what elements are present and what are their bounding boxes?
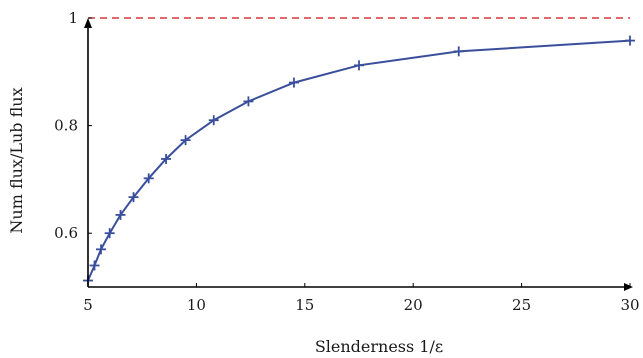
x-tick-label-5: 5	[83, 296, 93, 314]
data-point-1	[89, 260, 100, 271]
series-layer	[83, 35, 635, 286]
y-tick-label-0.8: 0.8	[54, 117, 78, 135]
data-point-10	[243, 96, 254, 107]
x-tick-label-15: 15	[295, 296, 314, 314]
data-point-8	[180, 135, 191, 146]
data-point-5	[128, 192, 139, 203]
data-point-11	[288, 77, 299, 88]
y-tick-label-0.6: 0.6	[54, 224, 78, 242]
data-point-9	[208, 115, 219, 126]
data-point-13	[453, 46, 464, 57]
x-tick-label-20: 20	[404, 296, 423, 314]
axes-layer	[84, 18, 633, 291]
y-axis-arrow	[84, 18, 92, 28]
data-point-7	[161, 153, 172, 164]
data-point-3	[104, 228, 115, 239]
data-point-14	[625, 35, 635, 46]
ticks-layer: 5 10 15 20 25 30 0.6 0.8 1	[54, 9, 639, 314]
data-point-12	[354, 60, 364, 71]
series-line-0	[87, 39, 631, 281]
x-axis-title: Slenderness 1/ε	[315, 337, 443, 356]
data-point-2	[96, 244, 107, 255]
data-point-6	[143, 173, 154, 184]
y-tick-label-1: 1	[68, 9, 78, 27]
x-tick-label-25: 25	[512, 296, 531, 314]
data-point-4	[115, 209, 126, 220]
x-axis-arrow	[624, 283, 633, 291]
y-axis-title: Num flux/Lub flux	[7, 87, 26, 233]
x-tick-label-30: 30	[620, 296, 639, 314]
x-tick-label-10: 10	[187, 296, 206, 314]
